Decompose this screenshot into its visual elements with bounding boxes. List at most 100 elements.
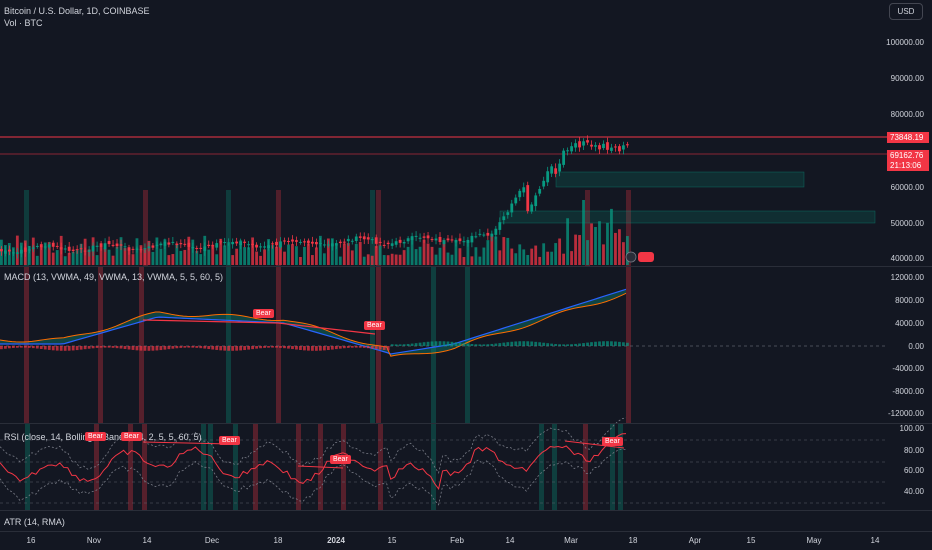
macd-histogram-bar bbox=[470, 343, 474, 346]
candle-body bbox=[275, 241, 278, 246]
volume-bar bbox=[215, 254, 219, 265]
macd-histogram-bar bbox=[7, 346, 11, 349]
macd-histogram-bar bbox=[554, 344, 558, 346]
volume-bar bbox=[67, 252, 71, 265]
volume-bar bbox=[159, 248, 163, 265]
candle-body bbox=[3, 250, 7, 254]
volume-bar bbox=[490, 235, 494, 265]
volume-bar bbox=[311, 255, 314, 265]
macd-histogram-bar bbox=[243, 346, 247, 351]
macd-histogram-bar bbox=[382, 346, 386, 351]
candle-body bbox=[55, 245, 59, 247]
macd-histogram-bar bbox=[95, 346, 99, 348]
volume-bar bbox=[378, 245, 382, 265]
pane-separator[interactable] bbox=[0, 266, 932, 267]
candle-body bbox=[135, 248, 139, 250]
volume-bar bbox=[79, 243, 83, 265]
macd-histogram-bar bbox=[195, 346, 199, 348]
candle-body bbox=[390, 243, 394, 246]
macd-histogram-bar bbox=[610, 341, 613, 346]
candle-body bbox=[163, 241, 167, 246]
volume-bar bbox=[123, 248, 127, 265]
volume-bar bbox=[47, 242, 51, 265]
rsi-axis-label: 40.00 bbox=[903, 487, 924, 496]
volume-bar bbox=[350, 250, 354, 265]
macd-line bbox=[0, 288, 627, 355]
candle-body bbox=[462, 241, 466, 243]
macd-histogram-bar bbox=[135, 346, 139, 351]
macd-histogram-bar bbox=[346, 346, 350, 348]
macd-histogram-bar bbox=[227, 346, 231, 351]
macd-histogram-bar bbox=[175, 346, 179, 349]
rsi-line bbox=[0, 433, 627, 490]
macd-histogram-bar bbox=[558, 344, 562, 346]
macd-histogram-bar bbox=[462, 343, 466, 346]
volume-bar bbox=[594, 227, 597, 265]
candle-body bbox=[498, 222, 502, 230]
candle-body bbox=[27, 249, 31, 251]
volume-bar bbox=[119, 237, 123, 265]
candle-body bbox=[115, 243, 119, 247]
candle-body bbox=[255, 244, 258, 248]
volume-bar bbox=[275, 246, 278, 265]
pane-separator[interactable] bbox=[0, 510, 932, 511]
macd-histogram-bar bbox=[247, 346, 251, 350]
macd-histogram-bar bbox=[342, 346, 346, 349]
macd-histogram-bar bbox=[366, 346, 370, 349]
candle-body bbox=[231, 241, 235, 245]
volume-bar bbox=[342, 243, 346, 265]
candle-body bbox=[362, 236, 366, 240]
candle-body bbox=[538, 188, 542, 194]
candle-body bbox=[87, 250, 91, 252]
macd-axis-label: 8000.00 bbox=[895, 296, 924, 305]
volume-bar bbox=[534, 245, 538, 265]
macd-histogram-bar bbox=[283, 346, 286, 349]
macd-histogram-bar bbox=[586, 342, 589, 346]
candle-body bbox=[227, 242, 231, 244]
volume-bar bbox=[498, 250, 502, 265]
volume-bar bbox=[434, 254, 438, 265]
macd-histogram-bar bbox=[31, 346, 35, 349]
macd-histogram-bar bbox=[550, 343, 554, 346]
macd-histogram-bar bbox=[155, 346, 159, 351]
volume-bar bbox=[422, 239, 426, 265]
macd-histogram-bar bbox=[622, 342, 625, 346]
candle-body bbox=[510, 203, 514, 213]
divergence-line bbox=[297, 465, 344, 469]
volume-bar bbox=[279, 246, 282, 265]
candle-body bbox=[394, 241, 398, 245]
candle-body bbox=[414, 235, 418, 237]
volume-bar bbox=[267, 239, 270, 265]
volume-bar bbox=[303, 246, 306, 265]
macd-histogram-bar bbox=[307, 346, 310, 351]
macd-histogram-bar bbox=[83, 346, 87, 350]
volume-bar bbox=[43, 242, 47, 265]
volume-bar bbox=[235, 248, 239, 265]
divergence-line bbox=[277, 322, 376, 335]
date-axis-label: Nov bbox=[86, 536, 102, 545]
pane-separator[interactable] bbox=[0, 423, 932, 424]
volume-bar bbox=[462, 256, 466, 265]
macd-histogram-bar bbox=[139, 346, 143, 351]
volume-label: Vol · BTC bbox=[4, 18, 43, 28]
candle-body bbox=[458, 238, 462, 242]
volume-bar bbox=[622, 242, 625, 265]
volume-bar bbox=[291, 244, 294, 265]
candle-body bbox=[59, 247, 63, 250]
candle-body bbox=[83, 250, 87, 252]
volume-bar bbox=[514, 253, 518, 265]
macd-histogram-bar bbox=[311, 346, 314, 351]
candle-body bbox=[566, 150, 569, 152]
candle-body bbox=[271, 243, 274, 245]
volume-bar bbox=[550, 251, 554, 265]
currency-button[interactable]: USD bbox=[889, 3, 923, 20]
macd-histogram-bar bbox=[115, 346, 119, 349]
volume-bar bbox=[71, 251, 75, 265]
volume-bar bbox=[426, 243, 430, 265]
macd-histogram-bar bbox=[187, 346, 191, 348]
date-axis-label: 16 bbox=[26, 536, 36, 545]
volume-bar bbox=[35, 255, 39, 265]
volume-bar bbox=[466, 241, 470, 265]
candle-body bbox=[147, 246, 151, 249]
